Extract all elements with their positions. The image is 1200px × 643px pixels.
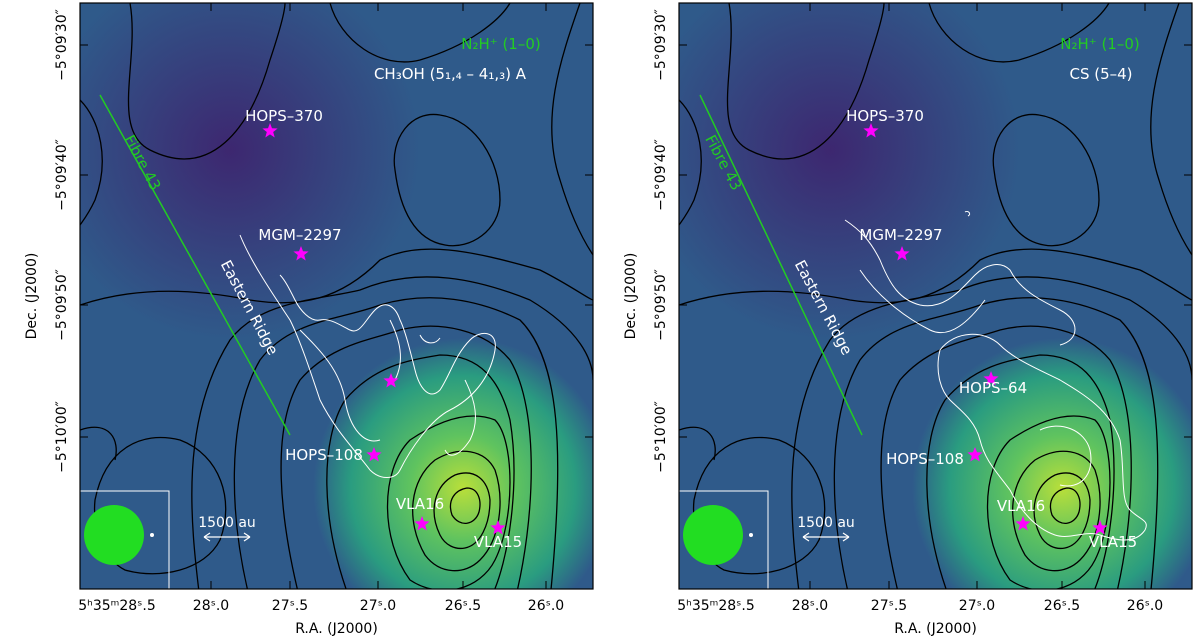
source-marker-right-3 [967, 447, 983, 462]
contours-right [679, 3, 1192, 589]
xtick-label-right-4: 26ˢ.5 [1044, 598, 1080, 614]
xtick-label-left-4: 26ˢ.5 [445, 598, 481, 614]
beam-box-left [80, 490, 170, 589]
line-label-bottom-right: CS (5–4) [1069, 65, 1132, 83]
source-label-right-4: VLA16 [997, 497, 1045, 515]
ytick-label-right-1: −5°09′40″ [653, 139, 669, 211]
scalebar-label-right: 1500 au [797, 515, 855, 531]
beam-ellipse-right [683, 505, 743, 565]
source-marker-left-2 [383, 373, 399, 388]
fibre-line-right [699, 94, 863, 436]
source-marker-right-0 [863, 123, 879, 138]
xtick-label-right-2: 27ˢ.5 [871, 598, 907, 614]
xtick-label-right-3: 27ˢ.0 [959, 598, 995, 614]
fibre-line-left [99, 94, 291, 436]
beam-ellipse-left [84, 505, 144, 565]
source-label-right-1: MGM–2297 [859, 226, 942, 244]
source-label-left-1: MGM–2297 [258, 226, 341, 244]
scalebar-label-left: 1500 au [198, 515, 256, 531]
ytick-label-left-3: −5°10′00″ [54, 401, 70, 473]
pixel-dot-left [150, 533, 154, 537]
source-marker-left-0 [262, 123, 278, 138]
ytick-label-right-2: −5°09′50″ [653, 269, 669, 341]
source-label-left-5: VLA15 [474, 533, 522, 551]
ytick-label-right-3: −5°10′00″ [653, 401, 669, 473]
xlabel-left: R.A. (J2000) [295, 621, 378, 637]
xtick-label-left-1: 28ˢ.0 [193, 598, 229, 614]
source-marker-right-2 [983, 371, 999, 386]
source-label-left-4: VLA16 [396, 495, 444, 513]
xtick-label-right-5: 26ˢ.0 [1127, 598, 1163, 614]
source-marker-right-1 [894, 246, 910, 261]
axes-frame-left [79, 2, 594, 590]
xlabel-right: R.A. (J2000) [894, 621, 977, 637]
xtick-label-left-2: 27ˢ.5 [272, 598, 308, 614]
overlay-contours-left [239, 234, 496, 478]
xtick-label-left-3: 27ˢ.0 [360, 598, 396, 614]
line-label-top-left: N₂H⁺ (1–0) [461, 35, 541, 53]
ytick-label-left-2: −5°09′50″ [54, 269, 70, 341]
ylabel-right: Dec. (J2000) [623, 253, 639, 340]
map-image-right [679, 3, 1192, 589]
beam-box-right [679, 490, 769, 589]
ylabel-left: Dec. (J2000) [24, 253, 40, 340]
pixel-dot-right [749, 533, 753, 537]
axes-frame-right [678, 2, 1193, 590]
source-marker-right-5 [1092, 520, 1108, 535]
source-marker-left-5 [490, 520, 506, 535]
scalebar-left [203, 532, 251, 542]
source-label-right-2: HOPS–64 [959, 379, 1027, 397]
map-image-left [80, 3, 593, 589]
source-label-left-0: HOPS–370 [245, 107, 323, 125]
ytick-label-left-0: −5°09′30″ [54, 9, 70, 81]
source-marker-left-3 [366, 447, 382, 462]
ytick-label-left-1: −5°09′40″ [54, 139, 70, 211]
source-label-right-5: VLA15 [1089, 533, 1137, 551]
panel-right [678, 2, 1193, 590]
panel-left [79, 2, 594, 590]
ytick-label-right-0: −5°09′30″ [653, 9, 669, 81]
source-label-right-3: HOPS–108 [886, 450, 964, 468]
xtick-label-right-1: 28ˢ.0 [792, 598, 828, 614]
xtick-label-left-5: 26ˢ.0 [528, 598, 564, 614]
source-label-right-0: HOPS–370 [846, 107, 924, 125]
contours-left [80, 3, 593, 589]
line-label-bottom-left: CH₃OH (5₁,₄ – 4₁,₃) A [374, 65, 527, 83]
xtick-label-left-0: 5ʰ35ᵐ28ˢ.5 [78, 598, 156, 614]
source-marker-left-4 [414, 516, 430, 531]
source-marker-left-1 [293, 246, 309, 261]
source-marker-right-4 [1015, 516, 1031, 531]
xtick-label-right-0: 5ʰ35ᵐ28ˢ.5 [677, 598, 755, 614]
line-label-top-right: N₂H⁺ (1–0) [1060, 35, 1140, 53]
source-label-left-3: HOPS–108 [285, 446, 363, 464]
scalebar-right [802, 532, 850, 542]
overlay-contours-right [844, 211, 1147, 541]
